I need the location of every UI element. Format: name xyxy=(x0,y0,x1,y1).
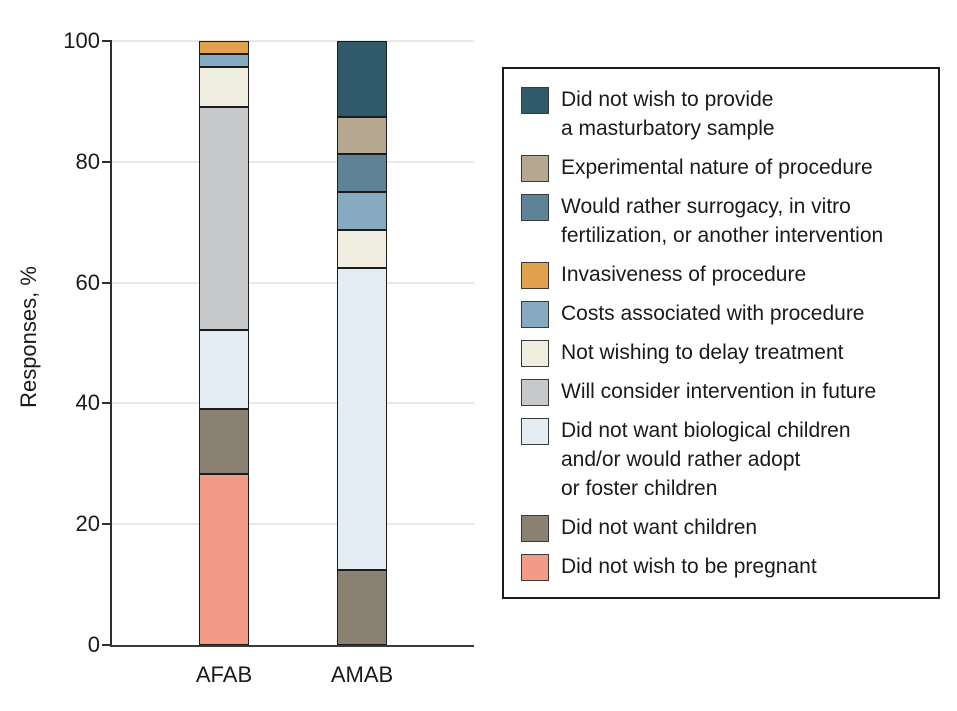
y-tick-20 xyxy=(102,523,112,526)
x-tick-label-amab: AMAB xyxy=(330,662,394,687)
legend-label: Did not wish to provide a masturbatory sa… xyxy=(561,85,775,143)
legend-label-line: Did not wish to provide xyxy=(561,88,774,111)
bar-segment xyxy=(337,154,387,192)
legend-label-line: Invasiveness of procedure xyxy=(561,263,807,286)
legend-label-line: Experimental nature of procedure xyxy=(561,156,873,179)
bar-segment xyxy=(199,474,249,645)
legend-swatch xyxy=(521,554,549,581)
legend-item: Will consider intervention in future xyxy=(521,377,926,406)
y-axis-title: Responses, % xyxy=(16,266,41,408)
bar-segment xyxy=(199,408,249,475)
legend-swatch xyxy=(521,87,549,114)
legend-item: Did not want children xyxy=(521,513,926,542)
bar-segment xyxy=(199,54,249,68)
bar-afab xyxy=(199,41,249,645)
legend-label-line: Will consider intervention in future xyxy=(561,380,877,403)
legend-label: Experimental nature of procedure xyxy=(561,153,873,182)
legend-label: Did not wish to be pregnant xyxy=(561,552,817,581)
y-tick-label-40: 40 xyxy=(75,390,100,416)
legend-swatch xyxy=(521,194,549,221)
y-tick-60 xyxy=(102,281,112,284)
legend-swatch xyxy=(521,155,549,182)
legend-item: Would rather surrogacy, in vitro fertiliz… xyxy=(521,192,926,250)
bar-segment xyxy=(337,192,387,230)
legend-label-line: Did not want biological children xyxy=(561,419,851,442)
bar-segment xyxy=(337,116,387,155)
bar-amab xyxy=(337,41,387,645)
legend-label-line: and/or would rather adopt xyxy=(561,448,801,471)
bar-segment xyxy=(199,329,249,409)
legend-swatch xyxy=(521,301,549,328)
bar-segment xyxy=(337,41,387,117)
legend-label: Costs associated with procedure xyxy=(561,299,865,328)
legend-item: Not wishing to delay treatment xyxy=(521,338,926,367)
legend-label: Not wishing to delay treatment xyxy=(561,338,843,367)
legend: Did not wish to provide a masturbatory sa… xyxy=(502,67,940,599)
legend-label-line: Not wishing to delay treatment xyxy=(561,341,844,364)
gridline-40 xyxy=(112,402,474,405)
y-tick-label-100: 100 xyxy=(63,28,100,53)
legend-item: Invasiveness of procedure xyxy=(521,260,926,289)
legend-swatch xyxy=(521,379,549,406)
legend-label-line: or foster children xyxy=(561,477,718,500)
bar-segment xyxy=(337,267,387,570)
y-tick-label-80: 80 xyxy=(75,148,100,174)
legend-label-line: fertilization, or another intervention xyxy=(561,224,884,247)
y-tick-80 xyxy=(102,160,112,163)
legend-label: Did not want children xyxy=(561,513,757,542)
legend-label: Did not want biological children and/or w… xyxy=(561,416,851,503)
x-tick-label-afab: AFAB xyxy=(195,662,253,687)
gridline-20 xyxy=(112,523,474,526)
legend-item: Costs associated with procedure xyxy=(521,299,926,328)
legend-item: Experimental nature of procedure xyxy=(521,153,926,182)
bar-segment xyxy=(199,106,249,330)
legend-label-line: Did not want children xyxy=(561,516,758,539)
legend-swatch xyxy=(521,262,549,289)
y-tick-label-20: 20 xyxy=(75,511,100,537)
legend-label: Will consider intervention in future xyxy=(561,377,876,406)
gridline-100 xyxy=(112,40,474,42)
legend-label: Invasiveness of procedure xyxy=(561,260,806,289)
y-tick-label-0: 0 xyxy=(87,632,100,657)
legend-swatch xyxy=(521,340,549,367)
bar-segment xyxy=(199,41,249,55)
gridline-60 xyxy=(112,281,474,284)
y-tick-label-60: 60 xyxy=(75,269,100,295)
legend-label-line: Would rather surrogacy, in vitro xyxy=(561,195,851,218)
legend-label-line: Did not wish to be pregnant xyxy=(561,555,817,578)
legend-swatch xyxy=(521,418,549,445)
plot-area: 0 20 40 60 80 100 AFAB AMAB xyxy=(63,30,474,687)
y-tick-0 xyxy=(102,644,112,646)
legend-item: Did not wish to be pregnant xyxy=(521,552,926,581)
bar-segment xyxy=(337,229,387,268)
legend-swatch xyxy=(521,515,549,542)
y-tick-40 xyxy=(102,402,112,405)
y-tick-100 xyxy=(102,40,112,42)
legend-label-line: Costs associated with procedure xyxy=(561,302,865,325)
bar-segment xyxy=(337,569,387,645)
bar-segment xyxy=(199,67,249,107)
legend-label-line: a masturbatory sample xyxy=(561,117,775,140)
legend-item: Did not want biological children and/or w… xyxy=(521,416,926,503)
legend-label: Would rather surrogacy, in vitro fertiliz… xyxy=(561,192,883,250)
legend-item: Did not wish to provide a masturbatory sa… xyxy=(521,85,926,143)
gridline-80 xyxy=(112,160,474,163)
